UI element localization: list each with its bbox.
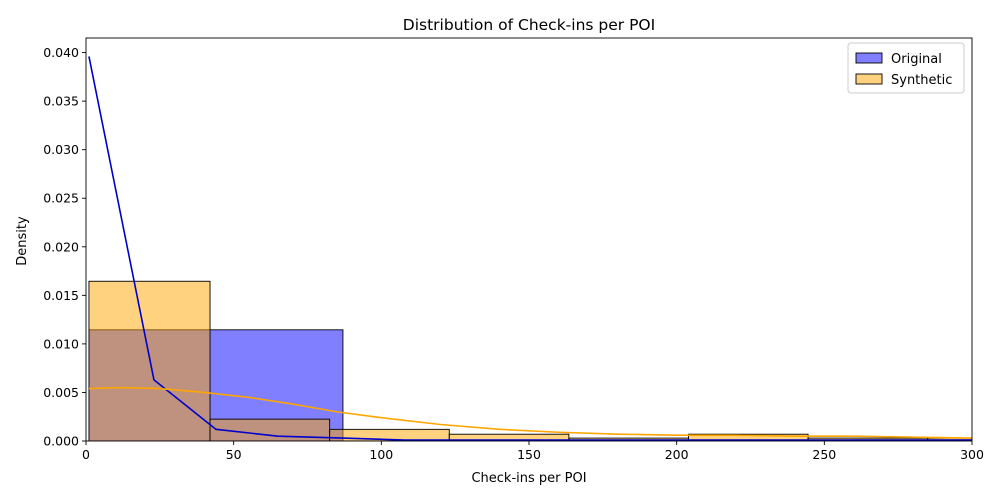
x-tick-label: 150 bbox=[517, 447, 541, 462]
y-axis-label: Density bbox=[15, 216, 30, 266]
x-tick-label: 300 bbox=[960, 447, 984, 462]
legend: Original Synthetic bbox=[847, 42, 965, 94]
kde-line-original bbox=[88, 56, 972, 441]
x-axis-label: Check-ins per POI bbox=[471, 471, 586, 486]
y-tick-label: 0.035 bbox=[43, 94, 79, 109]
y-tick-label: 0.030 bbox=[43, 142, 79, 157]
axes: 0 50 100 150 200 250 300 0.000 0.005 0.010 0.015 0.… bbox=[43, 37, 984, 462]
x-tick-label: 100 bbox=[369, 447, 393, 462]
y-tick-label: 0.010 bbox=[43, 336, 79, 351]
y-tick-label: 0.015 bbox=[43, 288, 79, 303]
legend-swatch-synthetic bbox=[855, 73, 883, 85]
legend-label-synthetic: Synthetic bbox=[891, 73, 952, 88]
histogram-bar-synthetic-5 bbox=[688, 433, 809, 441]
x-tick-label: 50 bbox=[226, 447, 242, 462]
histogram-bar-synthetic-3 bbox=[448, 433, 570, 441]
x-tick-label: 200 bbox=[665, 447, 689, 462]
y-tick-label: 0.020 bbox=[43, 239, 79, 254]
y-tick-label: 0.040 bbox=[43, 45, 79, 60]
legend-swatch-original bbox=[855, 52, 883, 64]
kde-line-synthetic bbox=[88, 386, 972, 439]
x-tick-label: 0 bbox=[82, 447, 90, 462]
y-tick-label: 0.025 bbox=[43, 191, 79, 206]
chart-title: Distribution of Check-ins per POI bbox=[403, 16, 655, 34]
plot-area bbox=[88, 56, 972, 441]
legend-label-original: Original bbox=[891, 52, 942, 67]
x-tick-label: 250 bbox=[812, 447, 836, 462]
y-tick-label: 0.005 bbox=[43, 385, 79, 400]
y-tick-label: 0.000 bbox=[43, 434, 79, 449]
